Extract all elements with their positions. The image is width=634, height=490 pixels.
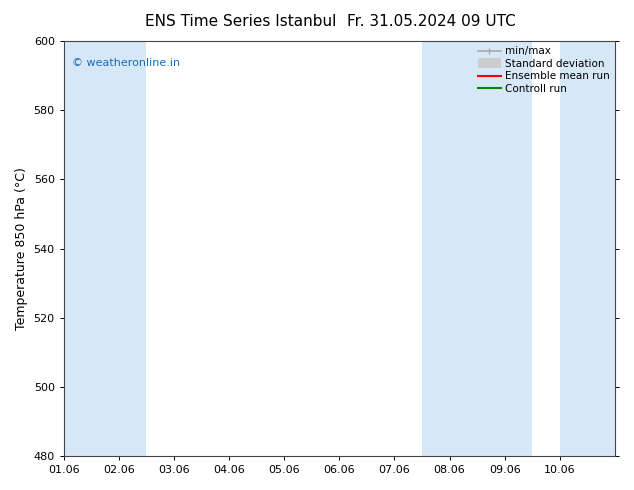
Bar xyxy=(64,41,146,456)
Text: Fr. 31.05.2024 09 UTC: Fr. 31.05.2024 09 UTC xyxy=(347,14,515,29)
Bar xyxy=(560,41,615,456)
Text: © weatheronline.in: © weatheronline.in xyxy=(72,58,180,68)
Bar xyxy=(422,41,532,456)
Legend: min/max, Standard deviation, Ensemble mean run, Controll run: min/max, Standard deviation, Ensemble me… xyxy=(476,44,612,96)
Y-axis label: Temperature 850 hPa (°C): Temperature 850 hPa (°C) xyxy=(15,167,28,330)
Text: ENS Time Series Istanbul: ENS Time Series Istanbul xyxy=(145,14,337,29)
